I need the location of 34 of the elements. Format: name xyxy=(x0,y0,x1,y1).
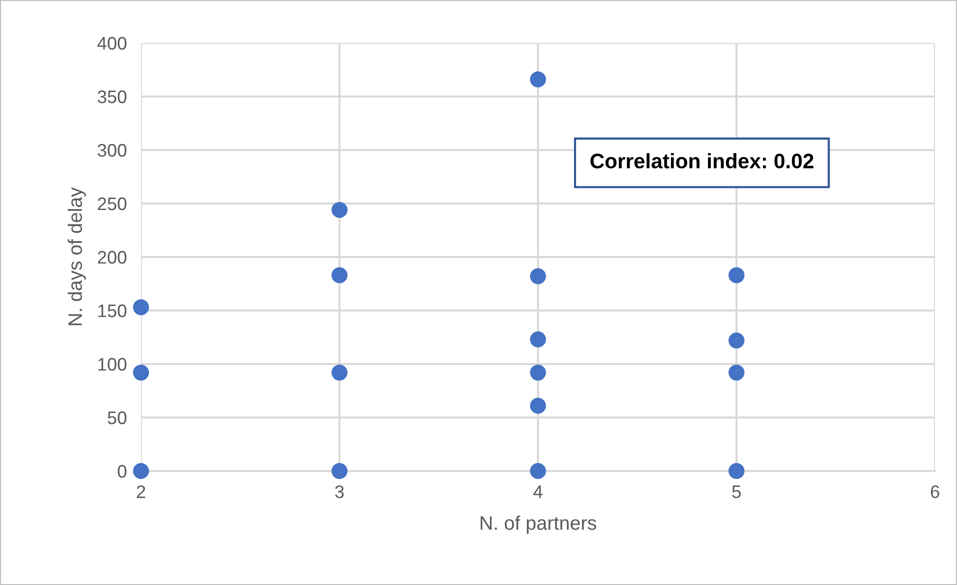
point xyxy=(530,398,546,414)
x-tick-label: 2 xyxy=(136,485,146,498)
point xyxy=(332,463,348,479)
y-tick-label: 0 xyxy=(118,464,126,478)
y-tick-label: 150 xyxy=(98,304,126,318)
point xyxy=(728,267,744,284)
y-tick-label: 250 xyxy=(98,197,126,210)
point xyxy=(133,364,149,381)
y-tick-label: 200 xyxy=(98,250,126,264)
point xyxy=(332,364,348,381)
annotation: Correlation index: 0.02 xyxy=(590,153,814,168)
x-tick-label: 3 xyxy=(335,485,344,498)
x-axis-title: N. of partners xyxy=(480,516,596,534)
point xyxy=(530,463,546,479)
x-tick-label: 5 xyxy=(732,486,741,498)
point xyxy=(728,364,744,381)
point xyxy=(530,71,546,88)
x-tick-label: 6 xyxy=(930,485,940,498)
point xyxy=(530,268,546,284)
point xyxy=(332,202,348,218)
y-tick-label: 300 xyxy=(98,144,126,157)
point xyxy=(728,463,744,479)
y-tick-label: 400 xyxy=(97,36,126,50)
x-tick-label: 4 xyxy=(533,486,542,498)
point xyxy=(133,299,149,316)
y-tick-label: 50 xyxy=(108,411,126,424)
y-tick-label: 100 xyxy=(98,358,126,371)
point xyxy=(530,364,546,381)
point xyxy=(530,331,546,348)
point xyxy=(133,463,149,479)
point xyxy=(728,332,744,348)
y-axis-title: N. days of delay xyxy=(68,187,86,326)
y-tick-label: 350 xyxy=(98,90,126,104)
point xyxy=(332,267,348,284)
